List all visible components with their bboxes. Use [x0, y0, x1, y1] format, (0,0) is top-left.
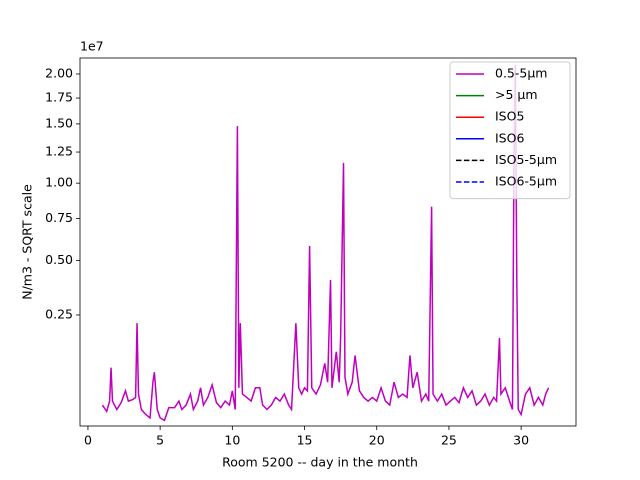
y-axis-label: N/m3 - SQRT scale: [20, 184, 35, 300]
y-tick-label: 0.75: [45, 210, 73, 225]
x-tick-label: 25: [441, 433, 457, 448]
y-tick-label: 2.00: [45, 65, 73, 80]
legend-label: >5 µm: [495, 87, 538, 102]
y-offset-label: 1e7: [80, 39, 104, 54]
x-tick-label: 0: [84, 433, 92, 448]
legend-label: ISO5: [495, 109, 524, 124]
y-tick-label: 0.25: [45, 306, 73, 321]
axes-frame: [79, 57, 577, 427]
y-tick-label: 1.00: [45, 175, 73, 190]
y-tick-label: 1.25: [45, 144, 73, 159]
plot-lines: [101, 64, 550, 422]
x-tick-label: 10: [224, 433, 240, 448]
legend-label: ISO6: [495, 130, 524, 145]
y-tick-label: 1.50: [45, 115, 73, 130]
legend-label: ISO6-5µm: [495, 174, 557, 189]
x-tick-label: 30: [513, 433, 529, 448]
series-line: [101, 64, 550, 422]
x-axis-label: Room 5200 -- day in the month: [222, 455, 418, 470]
y-tick-label: 0.50: [45, 252, 73, 267]
x-tick-label: 5: [156, 433, 164, 448]
x-tick-label: 20: [369, 433, 385, 448]
y-tick-label: 1.75: [45, 90, 73, 105]
legend-label: ISO5-5µm: [495, 152, 557, 167]
x-tick-label: 15: [297, 433, 313, 448]
legend: 0.5-5µm >5 µm ISO5 ISO6 ISO5-5µm ISO6-5µm: [449, 61, 571, 200]
legend-label: 0.5-5µm: [495, 66, 547, 81]
